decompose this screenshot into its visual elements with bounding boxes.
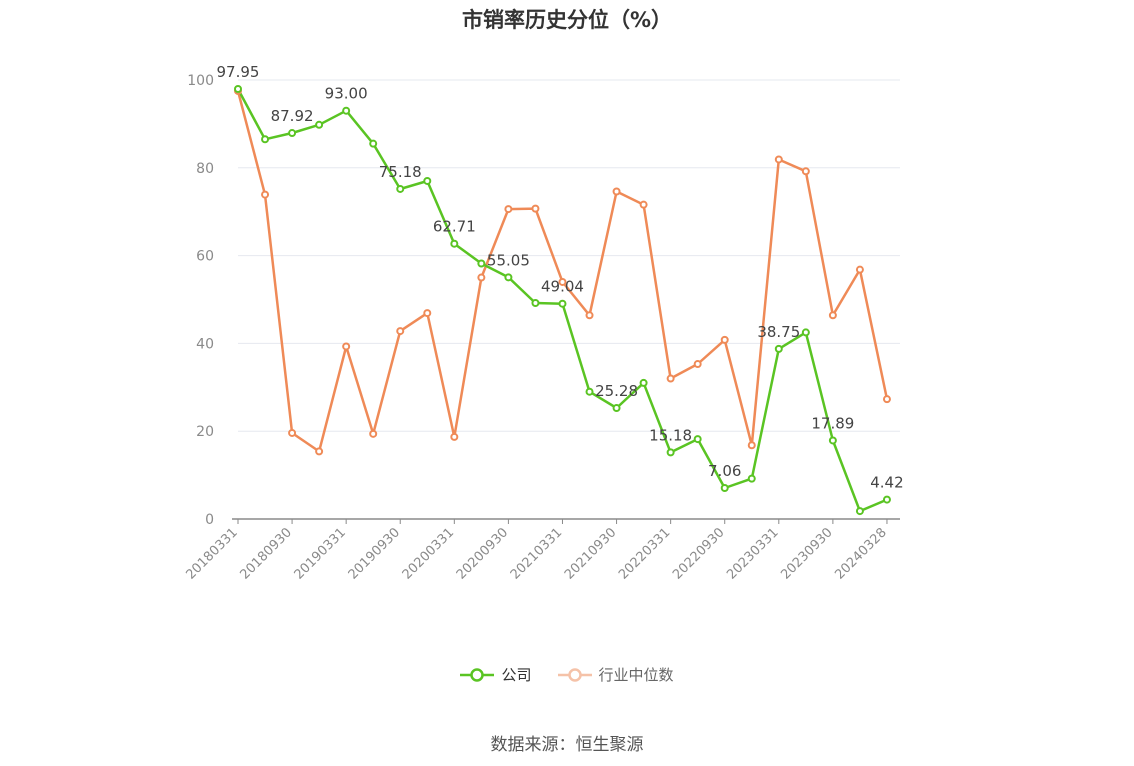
x-tick-label-20230331: 20230331 xyxy=(724,525,781,582)
data-point-s0-2 xyxy=(288,129,297,138)
y-tick-label-80: 80 xyxy=(196,161,214,177)
legend-item-company[interactable]: 公司 xyxy=(460,664,532,685)
data-label-18: 7.06 xyxy=(708,462,741,480)
data-point-s1-5 xyxy=(369,429,378,438)
x-tick-label-20230930: 20230930 xyxy=(778,525,835,582)
line-chart: 0 20 40 60 80 100 2018033120180930201903312019… xyxy=(183,63,904,583)
source-note: 数据来源：恒生聚源 xyxy=(490,735,644,755)
x-tick-label-20180331: 20180331 xyxy=(183,525,240,582)
y-tick-label-20: 20 xyxy=(196,424,214,440)
legend-label-industry: 行业中位数 xyxy=(598,666,674,684)
data-point-s0-14 xyxy=(612,404,621,413)
data-label-0: 97.95 xyxy=(217,63,260,81)
data-point-s0-3 xyxy=(315,120,324,129)
data-point-s1-21 xyxy=(801,167,810,176)
data-point-s0-18 xyxy=(720,484,729,493)
data-point-s0-0 xyxy=(234,84,242,93)
y-tick-label-100: 100 xyxy=(187,73,214,89)
data-point-s0-21 xyxy=(801,328,810,337)
data-label-22: 17.89 xyxy=(811,414,854,432)
legend-company-marker-icon xyxy=(460,667,495,682)
data-point-s1-3 xyxy=(315,447,324,456)
y-tick-label-0: 0 xyxy=(205,512,214,528)
data-point-s0-23 xyxy=(855,507,864,516)
data-label-4: 93.00 xyxy=(325,85,368,103)
data-point-s0-9 xyxy=(477,259,486,268)
x-tick-label-20220331: 20220331 xyxy=(616,525,673,582)
x-tick-label-20220930: 20220930 xyxy=(670,525,727,582)
data-point-s1-16 xyxy=(666,374,675,383)
data-point-s1-15 xyxy=(639,200,648,209)
data-point-s0-17 xyxy=(693,435,702,444)
data-point-s1-11 xyxy=(531,204,540,213)
data-label-10: 55.05 xyxy=(487,251,530,269)
data-point-s1-8 xyxy=(450,432,459,441)
data-point-s1-18 xyxy=(720,335,729,344)
data-label-16: 15.18 xyxy=(649,426,692,444)
legend-label-company: 公司 xyxy=(501,666,532,684)
data-point-s1-20 xyxy=(774,155,783,164)
data-point-s1-4 xyxy=(342,342,351,351)
data-label-2: 87.92 xyxy=(271,107,314,125)
data-label-20: 38.75 xyxy=(757,323,800,341)
x-tick-label-20240328: 20240328 xyxy=(832,525,889,582)
data-point-s1-23 xyxy=(855,265,864,274)
x-tick-label-20200331: 20200331 xyxy=(400,525,457,582)
chart-title: 市销率历史分位（%） xyxy=(461,8,673,32)
data-labels: 97.95 87.92 93.00 75.18 62.71 55.05 49.04 25.28… xyxy=(217,63,904,492)
x-tick-label-20180930: 20180930 xyxy=(238,525,295,582)
legend: 公司 行业中位数 xyxy=(0,664,1134,685)
legend-item-industry[interactable]: 行业中位数 xyxy=(557,664,674,685)
data-point-s0-5 xyxy=(369,139,378,148)
x-tick-label-20200930: 20200930 xyxy=(454,525,511,582)
data-label-24: 4.42 xyxy=(870,474,903,492)
data-point-s1-12 xyxy=(558,277,567,286)
data-point-s1-2 xyxy=(288,428,297,437)
data-point-s1-9 xyxy=(477,273,486,282)
data-point-s1-19 xyxy=(747,441,756,450)
data-point-s1-10 xyxy=(504,205,513,214)
data-point-s0-6 xyxy=(396,184,405,193)
data-label-12: 49.04 xyxy=(541,278,584,296)
data-point-s0-19 xyxy=(747,474,756,483)
data-point-s1-13 xyxy=(585,311,594,320)
data-label-6: 75.18 xyxy=(379,163,422,181)
legend-industry-marker-icon xyxy=(557,667,592,682)
data-point-s1-1 xyxy=(261,190,270,199)
data-label-8: 62.71 xyxy=(433,218,476,236)
data-point-s1-14 xyxy=(612,187,621,196)
data-point-s0-22 xyxy=(828,436,837,445)
data-point-s0-12 xyxy=(558,299,567,308)
x-tick-label-20190930: 20190930 xyxy=(346,525,403,582)
series-line-1 xyxy=(236,90,889,453)
data-point-s0-16 xyxy=(666,448,675,457)
data-point-s1-17 xyxy=(693,360,702,369)
data-point-s0-24 xyxy=(882,495,891,504)
data-point-s1-22 xyxy=(828,311,837,320)
data-point-s0-11 xyxy=(531,299,540,308)
x-tick-label-20210930: 20210930 xyxy=(562,525,619,582)
y-tick-label-60: 60 xyxy=(196,249,214,265)
data-point-s0-8 xyxy=(450,239,459,248)
data-label-14: 25.28 xyxy=(595,382,638,400)
data-point-s1-24 xyxy=(882,395,891,404)
data-point-s0-1 xyxy=(261,135,270,144)
data-point-s0-10 xyxy=(504,273,513,282)
data-point-s0-15 xyxy=(639,378,648,387)
y-tick-label-40: 40 xyxy=(196,336,214,352)
data-point-s1-7 xyxy=(423,309,432,318)
data-point-s0-13 xyxy=(585,387,594,396)
x-tick-label-20210331: 20210331 xyxy=(508,525,565,582)
data-point-s0-7 xyxy=(423,176,432,185)
data-point-s0-4 xyxy=(342,106,351,115)
data-points xyxy=(234,84,891,516)
x-tick-label-20190331: 20190331 xyxy=(292,525,349,582)
data-point-s0-20 xyxy=(774,344,783,353)
data-point-s1-6 xyxy=(396,327,405,336)
